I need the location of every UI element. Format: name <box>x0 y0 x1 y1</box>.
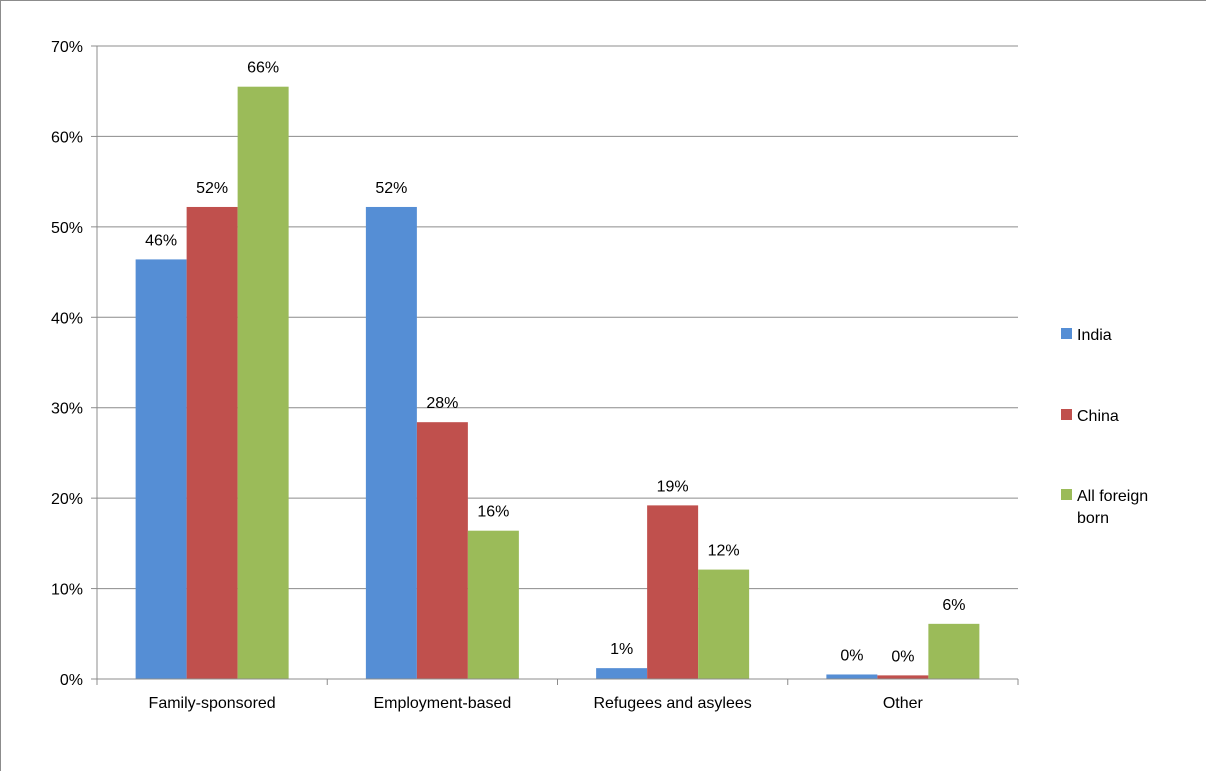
bar-all-foreign-born <box>928 623 980 679</box>
data-label: 6% <box>942 597 965 614</box>
legend-swatch-all-foreign-born <box>1061 489 1072 500</box>
data-label: 0% <box>840 647 863 664</box>
x-tick-label: Family-sponsored <box>149 695 276 712</box>
y-tick-label: 20% <box>51 491 83 508</box>
bar-india <box>596 668 648 679</box>
data-label: 46% <box>145 232 177 249</box>
legend: India China All foreign born <box>1061 327 1148 527</box>
y-tick-label: 10% <box>51 582 83 599</box>
x-tick-label: Refugees and asylees <box>593 695 751 712</box>
data-label: 16% <box>477 504 509 521</box>
bar-china <box>647 505 699 679</box>
y-tick-label: 30% <box>51 401 83 418</box>
x-tick-label: Other <box>883 695 924 712</box>
bar-india <box>365 206 417 679</box>
bars <box>135 86 980 679</box>
bar-china <box>416 422 468 679</box>
y-tick-label: 70% <box>51 39 83 56</box>
bar-india <box>135 259 187 679</box>
data-labels: 46% 52% 66% 52% 28% 16% 1% 19% 12% 0% 0% 6% <box>145 60 965 666</box>
x-tick-label: Employment-based <box>373 695 511 712</box>
data-label: 52% <box>196 180 228 197</box>
data-label: 52% <box>375 180 407 197</box>
y-tick-label: 60% <box>51 129 83 146</box>
data-label: 28% <box>426 395 458 412</box>
data-label: 66% <box>247 60 279 77</box>
axes: 0% 10% 20% 30% 40% 50% 60% 70% Family-sponsored E… <box>51 39 1019 712</box>
bar-india <box>826 674 878 679</box>
y-tick-label: 0% <box>60 672 83 689</box>
bar-china <box>877 675 929 679</box>
y-tick-label: 40% <box>51 310 83 327</box>
bar-all-foreign-born <box>698 569 750 679</box>
bar-all-foreign-born <box>237 86 289 679</box>
data-label: 0% <box>891 648 914 665</box>
data-label: 12% <box>708 543 740 560</box>
legend-label-all-foreign-born: All foreign born <box>1077 488 1148 527</box>
legend-label-india: India <box>1077 327 1112 344</box>
y-tick-label: 50% <box>51 220 83 237</box>
legend-swatch-china <box>1061 409 1072 420</box>
bar-all-foreign-born <box>467 530 519 679</box>
data-label: 1% <box>610 641 633 658</box>
data-label: 19% <box>657 478 689 495</box>
bar-china <box>186 206 238 679</box>
legend-label-china: China <box>1077 408 1119 425</box>
legend-swatch-india <box>1061 328 1072 339</box>
